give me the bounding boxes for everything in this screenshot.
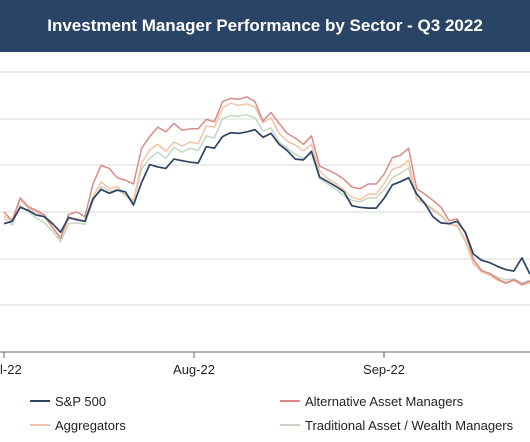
legend-label: Traditional Asset / Wealth Managers bbox=[305, 418, 514, 433]
chart-title: Investment Manager Performance by Sector… bbox=[47, 16, 483, 35]
legend-label: S&P 500 bbox=[55, 394, 106, 409]
line-chart: Jul-22 Aug-22 Sep-22 S&P 500 Alternative As… bbox=[0, 71, 530, 433]
x-axis: Jul-22 Aug-22 Sep-22 bbox=[0, 351, 530, 377]
series-line bbox=[3, 114, 530, 284]
series-line bbox=[3, 128, 530, 275]
chart-title-bar: Investment Manager Performance by Sector… bbox=[0, 0, 530, 52]
legend-label: Alternative Asset Managers bbox=[305, 394, 464, 409]
x-tick-label: Jul-22 bbox=[0, 362, 22, 377]
x-tick-label: Aug-22 bbox=[173, 362, 215, 377]
series-lines bbox=[3, 96, 530, 286]
legend: S&P 500 Alternative Asset Managers Aggrega… bbox=[30, 394, 514, 433]
gridlines bbox=[0, 71, 530, 306]
legend-label: Aggregators bbox=[55, 418, 126, 433]
series-line bbox=[3, 96, 530, 286]
x-tick-label: Sep-22 bbox=[363, 362, 405, 377]
series-line bbox=[3, 102, 530, 286]
